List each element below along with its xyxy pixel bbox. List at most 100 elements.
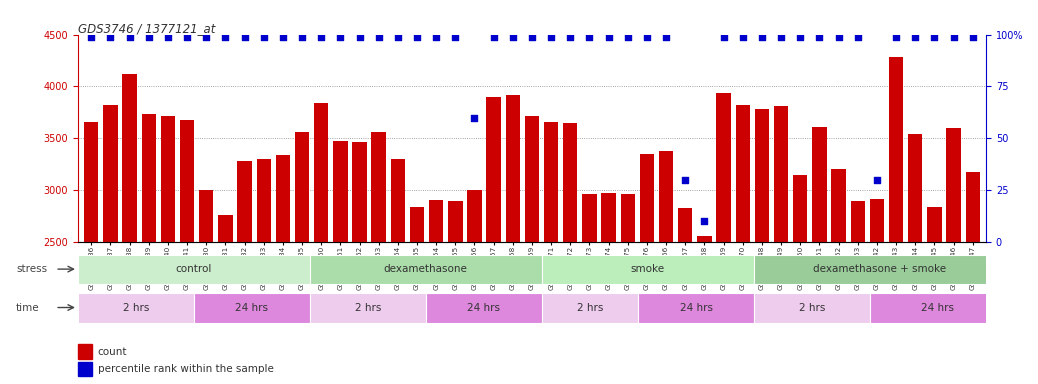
Bar: [601, 193, 616, 384]
Bar: [78, 344, 92, 359]
Bar: [487, 97, 501, 384]
Bar: [582, 194, 597, 384]
Point: [696, 218, 713, 224]
Text: 2 hrs: 2 hrs: [355, 303, 381, 313]
Text: 24 hrs: 24 hrs: [680, 303, 713, 313]
Point: [275, 33, 292, 40]
Point: [160, 33, 176, 40]
Point: [677, 177, 693, 183]
Point: [504, 33, 521, 40]
Bar: [506, 95, 520, 384]
Bar: [870, 199, 884, 384]
Bar: [947, 128, 961, 384]
Point: [543, 33, 559, 40]
Bar: [78, 293, 194, 323]
Bar: [755, 109, 769, 384]
Bar: [194, 293, 309, 323]
Point: [332, 33, 349, 40]
Bar: [372, 132, 386, 384]
Bar: [426, 293, 542, 323]
Point: [294, 33, 310, 40]
Bar: [315, 103, 328, 384]
Point: [255, 33, 272, 40]
Bar: [621, 194, 635, 384]
Point: [792, 33, 809, 40]
Bar: [774, 106, 788, 384]
Text: 2 hrs: 2 hrs: [577, 303, 603, 313]
Point: [466, 114, 483, 121]
Bar: [218, 215, 233, 384]
Text: stress: stress: [16, 264, 47, 274]
Bar: [793, 175, 808, 384]
Point: [409, 33, 426, 40]
Bar: [238, 161, 252, 384]
Point: [447, 33, 464, 40]
Bar: [563, 123, 577, 384]
Bar: [467, 190, 482, 384]
Bar: [755, 293, 870, 323]
Point: [389, 33, 406, 40]
Bar: [542, 255, 755, 285]
Bar: [908, 134, 923, 384]
Bar: [698, 236, 712, 384]
Bar: [256, 159, 271, 384]
Point: [198, 33, 215, 40]
Bar: [390, 159, 405, 384]
Bar: [812, 127, 826, 384]
Bar: [199, 190, 214, 384]
Point: [946, 33, 962, 40]
Text: dexamethasone: dexamethasone: [384, 264, 468, 274]
Bar: [525, 116, 539, 384]
Point: [523, 33, 540, 40]
Bar: [659, 151, 674, 384]
Text: smoke: smoke: [631, 264, 665, 274]
Bar: [333, 141, 348, 384]
Text: 2 hrs: 2 hrs: [122, 303, 149, 313]
Point: [581, 33, 598, 40]
Bar: [84, 122, 99, 384]
Bar: [716, 93, 731, 384]
Point: [371, 33, 387, 40]
Point: [715, 33, 732, 40]
Bar: [141, 114, 156, 384]
Point: [312, 33, 329, 40]
Point: [658, 33, 675, 40]
Point: [869, 177, 885, 183]
Bar: [276, 155, 290, 384]
Point: [964, 33, 981, 40]
Text: time: time: [16, 303, 39, 313]
Text: percentile rank within the sample: percentile rank within the sample: [98, 364, 274, 374]
Bar: [180, 119, 194, 384]
Bar: [678, 208, 692, 384]
Bar: [309, 293, 426, 323]
Point: [772, 33, 789, 40]
Point: [620, 33, 636, 40]
Point: [830, 33, 847, 40]
Point: [754, 33, 770, 40]
Bar: [544, 122, 558, 384]
Point: [428, 33, 444, 40]
Text: dexamethasone + smoke: dexamethasone + smoke: [813, 264, 947, 274]
Text: 24 hrs: 24 hrs: [236, 303, 268, 313]
Bar: [410, 207, 425, 384]
Point: [926, 33, 943, 40]
Point: [600, 33, 617, 40]
Point: [121, 33, 138, 40]
Point: [907, 33, 924, 40]
Bar: [755, 255, 1006, 285]
Bar: [78, 362, 92, 376]
Point: [237, 33, 253, 40]
Bar: [870, 293, 1006, 323]
Point: [638, 33, 655, 40]
Point: [811, 33, 827, 40]
Bar: [122, 74, 137, 384]
Point: [562, 33, 578, 40]
Bar: [639, 154, 654, 384]
Bar: [638, 293, 755, 323]
Point: [83, 33, 100, 40]
Text: 24 hrs: 24 hrs: [922, 303, 954, 313]
Point: [217, 33, 234, 40]
Bar: [448, 202, 463, 384]
Point: [140, 33, 157, 40]
Point: [102, 33, 118, 40]
